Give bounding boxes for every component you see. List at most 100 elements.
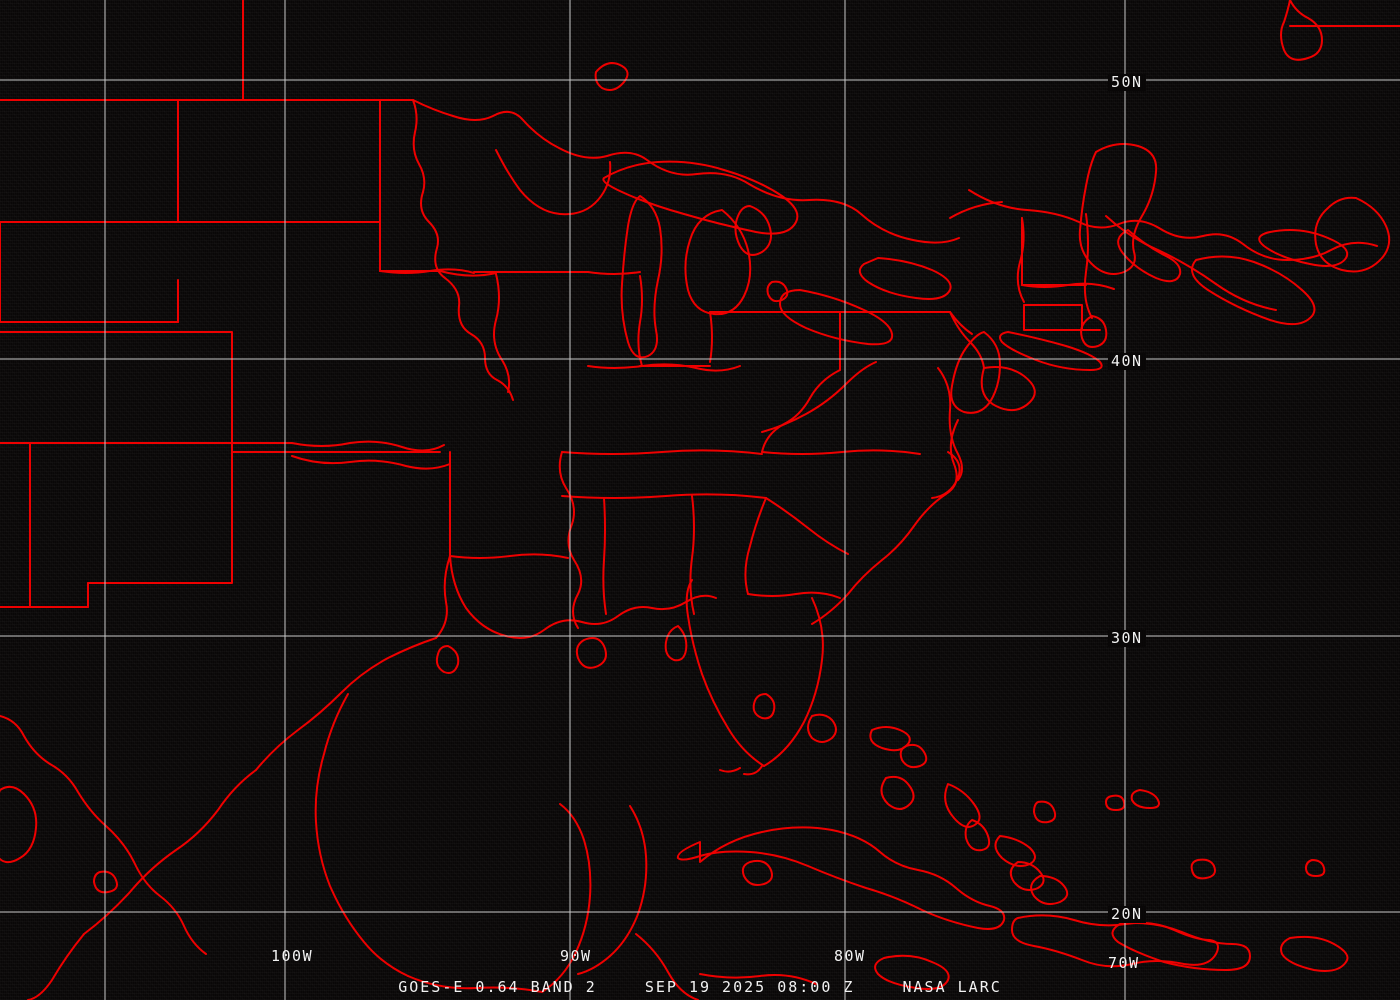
jamaica bbox=[874, 954, 950, 990]
wv-va-border bbox=[761, 361, 877, 433]
bahamas-san-salvador bbox=[1033, 800, 1057, 824]
lat-label-20n: 20N bbox=[1108, 906, 1146, 923]
nebraska-south bbox=[379, 270, 497, 277]
cape-cod bbox=[1080, 315, 1108, 348]
georgia-florida bbox=[747, 591, 841, 599]
lake-ontario bbox=[858, 257, 952, 300]
bahamas-andros bbox=[880, 775, 915, 810]
vermont-nh-border bbox=[1016, 217, 1025, 303]
mexico-east-coast bbox=[27, 933, 85, 1000]
minnesota-wisconsin bbox=[495, 149, 612, 216]
bahamas-eleuthera bbox=[944, 783, 981, 828]
illinois-south bbox=[587, 363, 741, 372]
tn-south-border bbox=[561, 493, 767, 499]
quebec-north bbox=[968, 189, 1378, 261]
louisiana-north bbox=[449, 553, 569, 559]
texas-oklahoma-red-river bbox=[291, 455, 451, 470]
indiana-ohio bbox=[709, 311, 713, 363]
nova-scotia bbox=[1191, 255, 1316, 326]
mexico-west-coast bbox=[0, 715, 207, 955]
puerto-rico bbox=[1280, 935, 1349, 972]
mississippi-alabama bbox=[602, 497, 607, 615]
florida-west-coast bbox=[685, 579, 765, 767]
lake-superior bbox=[602, 160, 799, 235]
florida-east-coast bbox=[763, 597, 824, 767]
maryland-delaware bbox=[980, 366, 1036, 412]
isle-of-youth bbox=[741, 859, 773, 886]
mississippi-river-west bbox=[558, 451, 583, 629]
caption-credit: NASA LARC bbox=[902, 978, 1002, 996]
pa-wv-border bbox=[761, 369, 841, 453]
nh-maine-border bbox=[1083, 213, 1093, 319]
lat-label-30n: 30N bbox=[1108, 630, 1146, 647]
bahamas-abaco bbox=[899, 743, 928, 769]
bahamas-inagua bbox=[1030, 875, 1069, 905]
yucatan-east bbox=[577, 805, 648, 975]
bahamas-small-a bbox=[1105, 794, 1126, 811]
atlantic-coast-nc bbox=[811, 419, 959, 625]
hispaniola-dominican bbox=[1111, 922, 1251, 971]
great-lakes-north-shore bbox=[412, 99, 960, 244]
bahamas-small-b bbox=[1130, 789, 1160, 809]
iowa-east bbox=[493, 273, 511, 393]
newfoundland bbox=[1314, 196, 1391, 273]
latitude-lines bbox=[0, 79, 1400, 913]
lat-label-40n: 40N bbox=[1108, 353, 1146, 370]
bahamas-acklins bbox=[1009, 861, 1045, 891]
caption-product: GOES-E 0.64 BAND 2 bbox=[398, 978, 597, 996]
mexico-island bbox=[93, 870, 118, 894]
nc-sc-border bbox=[765, 497, 849, 555]
illinois-indiana bbox=[637, 275, 643, 367]
virginia-nc-border bbox=[761, 449, 921, 455]
baja-california bbox=[0, 785, 38, 864]
louisiana-coast bbox=[449, 555, 717, 639]
new-jersey bbox=[950, 331, 1001, 414]
missouri-river bbox=[412, 99, 514, 401]
turks-caicos bbox=[1190, 858, 1216, 880]
hudson-bay-sw-shore bbox=[594, 62, 629, 91]
florida-keys bbox=[719, 765, 763, 776]
wisconsin-illinois bbox=[587, 271, 641, 275]
bahamas-grand bbox=[869, 726, 911, 752]
texas-border-rio-grande bbox=[83, 769, 257, 935]
longitude-lines bbox=[104, 0, 1126, 1000]
tampa-bay bbox=[752, 693, 776, 720]
galveston-bay bbox=[435, 645, 460, 674]
caption-timestamp: SEP 19 2025 08:00 Z bbox=[644, 978, 855, 996]
lake-okeechobee bbox=[807, 713, 837, 743]
lat-label-50n: 50N bbox=[1108, 74, 1146, 91]
lon-label-70w: 70W bbox=[1108, 954, 1140, 972]
mississippi-delta bbox=[575, 637, 607, 669]
cuba bbox=[676, 826, 1006, 930]
hudson-river bbox=[949, 311, 973, 335]
lesser-antilles-n bbox=[1305, 859, 1326, 877]
lake-erie bbox=[779, 289, 894, 346]
mexico-south-coast bbox=[407, 975, 543, 993]
honduras-coast bbox=[699, 973, 817, 985]
maine-coast bbox=[1078, 143, 1158, 275]
ma-ct-ri-border bbox=[1023, 304, 1083, 331]
georgian-bay bbox=[734, 205, 772, 256]
new-york-north bbox=[949, 201, 1003, 219]
bay-of-fundy bbox=[1117, 229, 1182, 283]
kentucky-tn-border bbox=[561, 449, 763, 455]
outer-banks bbox=[931, 451, 961, 499]
image-caption: GOES-E 0.64 BAND 2 SEP 19 2025 08:00 Z N… bbox=[0, 978, 1400, 996]
lake-st-clair bbox=[766, 280, 789, 303]
texas-louisiana bbox=[435, 555, 451, 639]
chesapeake-bay bbox=[937, 367, 963, 481]
mexico-gulf-coast bbox=[314, 693, 409, 977]
central-america-coast bbox=[635, 933, 699, 1000]
labrador-coast bbox=[1280, 0, 1323, 61]
lon-label-90w: 90W bbox=[560, 947, 592, 965]
connecticut-box bbox=[1023, 304, 1101, 331]
sc-ga-border bbox=[744, 497, 767, 595]
long-island bbox=[999, 331, 1103, 371]
bahamas-cat bbox=[964, 819, 991, 852]
lake-huron bbox=[684, 209, 752, 316]
lon-label-80w: 80W bbox=[834, 947, 866, 965]
lon-label-100w: 100W bbox=[271, 947, 314, 965]
